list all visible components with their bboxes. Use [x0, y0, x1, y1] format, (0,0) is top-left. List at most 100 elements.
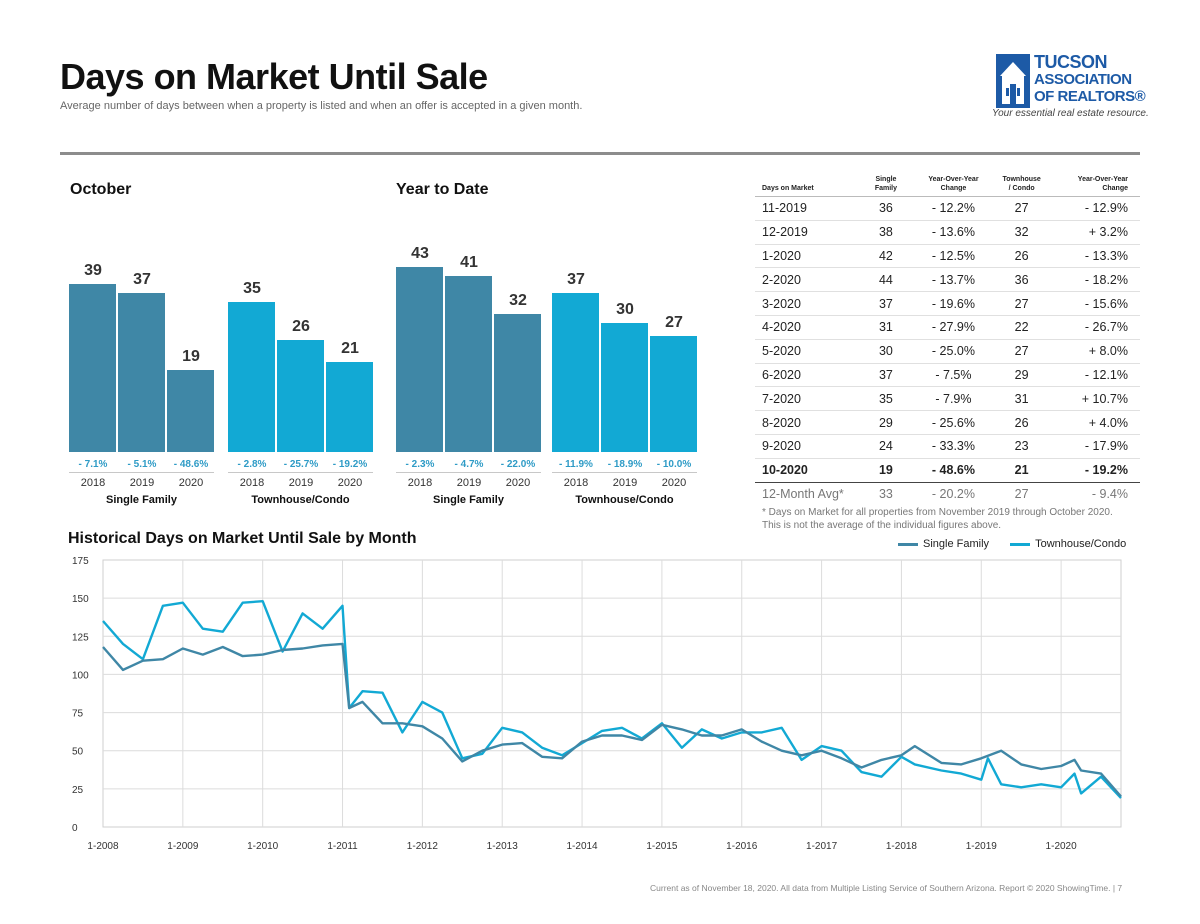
col-header-single-family: Single Family [856, 175, 916, 197]
cell-sf-change: - 20.2% [915, 481, 992, 506]
x-tick-label: 1-2013 [487, 841, 519, 852]
col-header-month: Days on Market [755, 175, 857, 197]
cell-month: 7-2020 [755, 386, 857, 411]
x-tick-label: 1-2016 [726, 841, 758, 852]
logo-line-1: TUCSON [1034, 52, 1108, 72]
cell-townhouse: 23 [991, 433, 1052, 459]
x-tick-label: 1-2011 [327, 841, 358, 852]
header-divider [60, 152, 1140, 155]
cell-tc-change: + 8.0% [1051, 338, 1140, 364]
cell-single-family: 44 [856, 267, 916, 292]
cell-sf-change: - 13.6% [915, 219, 992, 245]
bar-value-label: 39 [84, 262, 102, 280]
cell-sf-change: - 19.6% [915, 291, 992, 316]
cell-single-family: 31 [856, 314, 916, 340]
x-tick-label: 1-2012 [407, 841, 439, 852]
legend-label-single-family: Single Family [923, 538, 990, 550]
page-title: Days on Market Until Sale [60, 56, 488, 97]
cell-townhouse: 27 [991, 196, 1052, 221]
bar-october-single-family-2019 [118, 292, 165, 452]
cell-single-family: 37 [856, 291, 916, 316]
cell-townhouse: 22 [991, 314, 1052, 340]
cell-sf-change: - 25.6% [915, 410, 992, 435]
cell-month: 8-2020 [755, 410, 857, 435]
cell-month: 12-Month Avg* [755, 481, 857, 506]
cell-month: 2-2020 [755, 267, 857, 292]
bar-baseline [396, 472, 541, 473]
table-row: 6-2020 37- 7.5% 29- 12.1% [755, 362, 1140, 387]
y-tick-label: 75 [72, 709, 84, 720]
bar-october-townhouse-2019 [277, 340, 324, 452]
table-row: 10-2020 19- 48.6% 21- 19.2% [755, 457, 1140, 483]
cell-single-family: 24 [856, 433, 916, 459]
group-label-single-family: Single Family [433, 494, 504, 506]
cell-month: 12-2019 [755, 219, 857, 245]
bar-value-label: 32 [509, 292, 527, 310]
cell-townhouse: 31 [991, 386, 1052, 411]
cell-tc-change: + 4.0% [1051, 410, 1140, 435]
cell-single-family: 29 [856, 410, 916, 435]
bar-baseline [228, 472, 373, 473]
table-row: 7-2020 35- 7.9% 31 + 10.7% [755, 386, 1140, 411]
bar-change-label: - 4.7% [454, 459, 484, 470]
cell-tc-change: - 26.7% [1051, 314, 1140, 340]
legend-townhouse: Townhouse/Condo [1010, 538, 1126, 550]
bar-change-label: - 2.3% [405, 459, 435, 470]
cell-townhouse: 36 [991, 267, 1052, 292]
cell-month: 6-2020 [755, 362, 857, 387]
bar-value-label: 41 [460, 253, 478, 271]
bar-change-label: - 18.9% [607, 459, 643, 470]
bar-baseline [552, 472, 697, 473]
cell-sf-change: - 33.3% [915, 433, 992, 459]
table-header-row: Days on Market Single Family Year-Over-Ye… [755, 175, 1140, 197]
cell-sf-change: - 48.6% [915, 457, 992, 483]
bar-year-label: 2018 [80, 477, 106, 489]
y-tick-label: 125 [72, 632, 89, 643]
legend-single-family: Single Family [898, 538, 989, 550]
logo-line-3: OF REALTORS® [1034, 88, 1146, 105]
page-subtitle: Average number of days between when a pr… [60, 100, 583, 112]
cell-townhouse: 26 [991, 410, 1052, 435]
x-tick-label: 1-2018 [886, 841, 918, 852]
cell-tc-change: + 10.7% [1051, 386, 1140, 411]
col-header-sf-change: Year-Over-Year Change [915, 175, 992, 197]
plot-frame [102, 559, 1122, 828]
table-row: 2-2020 44- 13.7% 36- 18.2% [755, 267, 1140, 292]
x-tick-label: 1-2019 [966, 841, 998, 852]
cell-month: 5-2020 [755, 338, 857, 364]
bar-year-label: 2020 [337, 477, 363, 489]
y-tick-label: 0 [72, 823, 78, 834]
logo-line-2: ASSOCIATION [1034, 71, 1132, 88]
cell-month: 10-2020 [755, 457, 857, 483]
bar-change-label: - 5.1% [127, 459, 157, 470]
bar-year-label: 2020 [178, 477, 204, 489]
monthly-table: Days on Market Single Family Year-Over-Ye… [755, 175, 1140, 506]
cell-townhouse: 32 [991, 219, 1052, 245]
chart-legend: Single Family Townhouse/Condo [880, 538, 1126, 550]
bar-value-label: 26 [292, 318, 310, 336]
table-row: 12-Month Avg* 33- 20.2% 27- 9.4% [755, 481, 1140, 506]
historical-line-chart: 0 25 50 75 100 125 150 175 1-2008 1-2009 1-2010 1-2… [72, 556, 1122, 852]
cell-townhouse: 27 [991, 291, 1052, 316]
table-row: 4-2020 31- 27.9% 22- 26.7% [755, 314, 1140, 340]
legend-swatch-townhouse [1010, 542, 1031, 546]
bar-ytd-single-family-2020 [494, 314, 541, 452]
cell-sf-change: - 12.5% [915, 243, 992, 268]
y-tick-label: 150 [72, 594, 89, 605]
col-header-townhouse: Townhouse / Condo [991, 175, 1052, 197]
group-label-townhouse: Townhouse/Condo [575, 494, 674, 506]
bar-baseline [69, 472, 214, 473]
bar-year-label: 2019 [129, 477, 155, 489]
cell-month: 4-2020 [755, 314, 857, 340]
x-tick-label: 1-2015 [646, 841, 678, 852]
table-row: 11-2019 36- 12.2% 27- 12.9% [755, 196, 1140, 221]
cell-townhouse: 27 [991, 481, 1052, 506]
cell-single-family: 30 [856, 338, 916, 364]
bar-change-label: - 25.7% [283, 459, 319, 470]
cell-single-family: 33 [856, 481, 916, 506]
cell-townhouse: 29 [991, 362, 1052, 387]
cell-sf-change: - 25.0% [915, 338, 992, 364]
historical-chart-title: Historical Days on Market Until Sale by … [68, 530, 417, 547]
table-row: 9-2020 24- 33.3% 23- 17.9% [755, 433, 1140, 459]
cell-sf-change: - 7.5% [915, 362, 992, 387]
